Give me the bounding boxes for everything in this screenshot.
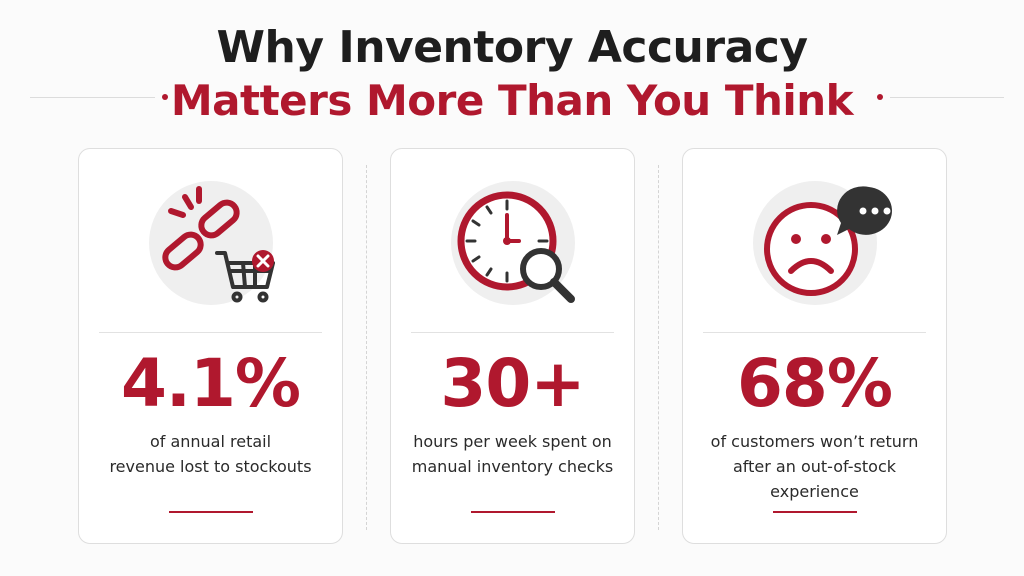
stat-value: 68%	[737, 345, 893, 422]
description-line: revenue lost to stockouts	[109, 457, 312, 476]
accent-line	[772, 511, 857, 513]
accent-line	[470, 511, 555, 513]
description-line: experience	[770, 482, 859, 501]
icon	[148, 181, 275, 305]
separator	[366, 165, 367, 530]
stat-card: 4.1% of annual retail revenue lost to sto…	[78, 148, 343, 544]
title-dot	[877, 94, 883, 100]
divider	[411, 332, 614, 333]
title-dot	[162, 94, 168, 100]
description-line: of annual retail	[149, 432, 272, 451]
stat-value: 30+	[440, 345, 585, 422]
title: Why Inventory Accuracy	[216, 22, 808, 73]
icon	[450, 181, 575, 305]
icon	[752, 181, 892, 305]
stat-card: 68% of customers won’t return after an ou…	[682, 148, 947, 544]
accent-line	[168, 511, 253, 513]
stat-description: of customers won’t return after an out-of…	[683, 429, 946, 504]
title-rule	[30, 97, 155, 98]
divider	[703, 332, 926, 333]
description-line: hours per week spent on	[413, 432, 612, 451]
stat-card: 30+ hours per week spent on manual invent…	[390, 148, 635, 544]
description-line: after an out-of-stock	[732, 457, 897, 476]
separator	[658, 165, 659, 530]
description-line: of customers won’t return	[710, 432, 919, 451]
stat-description: of annual retail revenue lost to stockout…	[79, 429, 342, 479]
title-rule	[890, 97, 1004, 98]
subtitle: Matters More Than You Think	[170, 76, 854, 125]
stat-description: hours per week spent on manual inventory …	[391, 429, 634, 479]
divider	[99, 332, 322, 333]
description-line: manual inventory checks	[411, 457, 614, 476]
stat-value: 4.1%	[120, 345, 301, 422]
